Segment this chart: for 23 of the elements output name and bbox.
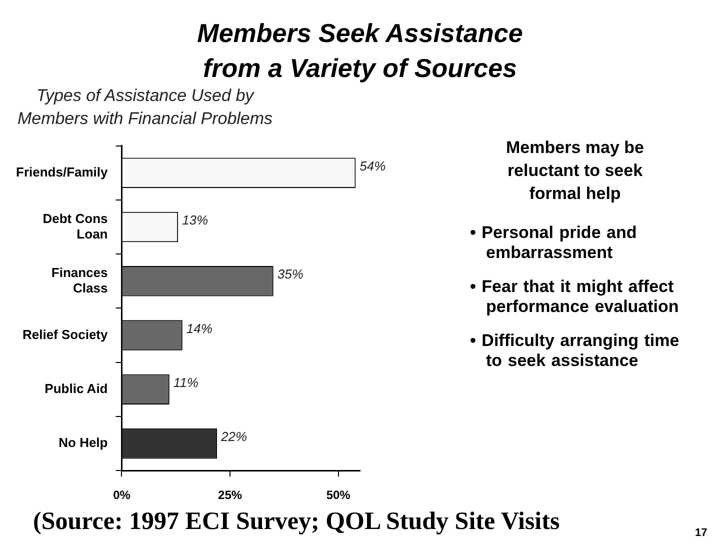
text: Members may be reluctant to seek formal help [505,137,645,205]
y-tick-label: No Help [58,435,108,450]
y-tick-label: Public Aid [44,380,108,396]
data-label: 22% [220,429,248,444]
chart-title: Members Seek Assistance from a Variety of Sources [196,17,524,85]
text: • Fear that it might affect performance evaluation [470,277,680,317]
data-label: 14% [186,320,212,336]
text: • Personal pride and embarrassment [470,223,638,263]
data-label: 54% [360,158,386,174]
data-label: 35% [277,266,304,282]
y-tick-label: Finances Class [51,264,108,296]
x-tick-label: 25% [218,488,242,502]
text: • Difficulty arranging time to seek assistance [470,331,680,371]
y-tick-label: Debt Cons Loan [42,210,108,242]
x-tick-label: 50% [326,488,351,502]
text: 17 [695,527,708,539]
x-tick-label: 0% [113,488,131,502]
y-tick-label: Friends/Family [16,164,109,180]
chart-subtitle: Types of Assistance Used by Members with Financial Problems [16,85,274,130]
data-label: 11% [173,375,198,390]
data-label: 13% [182,212,208,228]
text: (Source: 1997 ECI Survey; QOL Study Site Visits [33,508,560,536]
y-tick-label: Relief Society [22,326,109,342]
